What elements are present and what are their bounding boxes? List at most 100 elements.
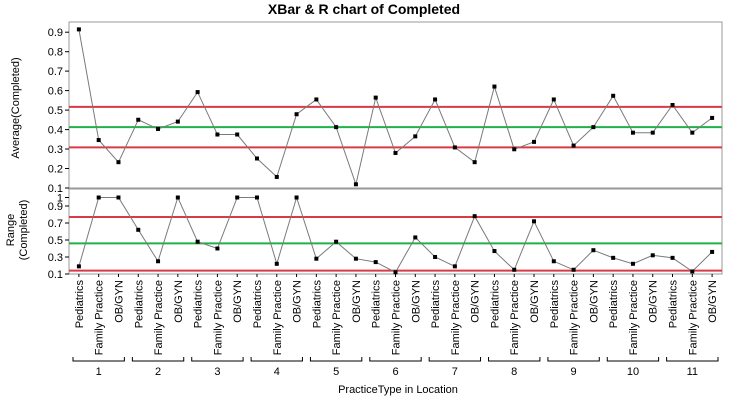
group-label: 2 <box>155 366 161 378</box>
x-category-label: Family Practice <box>331 280 343 355</box>
y-axis-title-xbar: Average(Completed) <box>10 57 22 158</box>
data-point-range <box>334 239 339 244</box>
data-point-xbar <box>195 90 200 95</box>
data-point-xbar <box>492 84 497 89</box>
panel-xbar: 0.1 0.2 0.3 0.4 0.5 0.6 0.7 0.8 0.9 <box>48 21 723 195</box>
group-label: 11 <box>687 366 698 378</box>
y-tick-label: 0.5 <box>48 105 63 117</box>
data-point-range <box>690 269 695 274</box>
y-tick-label: 0.6 <box>48 86 63 98</box>
x-category-label: OB/GYN <box>173 280 185 323</box>
panel-range: 0.1 0.3 0.5 0.7 0.91 <box>48 188 723 281</box>
x-category-label: Family Practice <box>569 280 581 355</box>
data-point-range <box>254 195 259 200</box>
chart-title: XBar & R chart of Completed <box>268 1 460 17</box>
data-point-xbar <box>690 130 695 135</box>
data-point-xbar <box>314 97 319 102</box>
x-category-label: Family Practice <box>94 280 106 355</box>
y-axis-title-range-line1: Range <box>5 214 17 246</box>
y-tick-label: 0.8 <box>48 47 63 59</box>
x-category-label: Pediatrics <box>311 280 323 329</box>
data-point-range <box>76 264 81 269</box>
data-point-range <box>611 255 616 260</box>
data-point-xbar <box>393 150 398 155</box>
x-category-label: Pediatrics <box>133 280 145 329</box>
data-point-range <box>472 214 477 219</box>
data-point-xbar <box>373 95 378 100</box>
data-point-range <box>96 195 101 200</box>
y-tick-label: 0.5 <box>48 235 63 247</box>
data-point-range <box>650 253 655 258</box>
data-point-xbar <box>670 103 675 107</box>
data-point-range <box>532 219 537 224</box>
group-bracket <box>369 357 422 362</box>
data-point-xbar <box>650 130 655 135</box>
x-category-label: OB/GYN <box>292 280 304 323</box>
group-bracket <box>606 357 660 362</box>
data-point-range <box>551 259 556 264</box>
data-point-range <box>215 246 220 251</box>
x-category-label: Family Practice <box>687 280 699 355</box>
data-point-range <box>591 248 596 253</box>
data-point-xbar <box>274 174 279 179</box>
data-point-range <box>452 264 457 269</box>
data-point-xbar <box>413 134 418 139</box>
y-tick-label: 0.9 <box>48 27 63 39</box>
x-category-label: Pediatrics <box>489 280 501 329</box>
group-bracket <box>666 357 719 362</box>
data-point-range <box>116 195 121 200</box>
data-point-xbar <box>334 125 339 130</box>
x-category-label: OB/GYN <box>588 280 600 323</box>
x-category-label: OB/GYN <box>470 280 482 323</box>
data-point-xbar <box>452 145 457 150</box>
x-category-label: Family Practice <box>628 280 640 355</box>
group-label: 7 <box>452 366 458 378</box>
data-point-xbar <box>551 97 556 102</box>
data-point-xbar <box>433 97 438 102</box>
group-bracket <box>428 357 482 362</box>
data-point-xbar <box>235 132 240 137</box>
data-point-range <box>156 259 161 264</box>
x-category-label: Family Practice <box>212 280 224 355</box>
data-point-range <box>353 256 358 261</box>
data-point-xbar <box>254 156 259 161</box>
x-category-label: OB/GYN <box>707 280 719 323</box>
data-point-range <box>393 270 398 275</box>
data-point-xbar <box>710 115 715 120</box>
group-bracket <box>309 357 363 362</box>
data-point-xbar <box>116 160 121 165</box>
data-point-xbar <box>472 160 477 165</box>
x-axis: Pediatrics Family Practice OB/GYN Pediatric… <box>72 274 719 378</box>
y-tick-label: 0.3 <box>48 144 63 156</box>
x-category-label: Family Practice <box>450 280 462 355</box>
data-point-xbar <box>175 119 180 124</box>
plot-area: 0.10.20.30.40.50.60.70.80.90.10.30.50.70… <box>48 21 723 378</box>
data-point-xbar <box>630 130 635 135</box>
y-tick-label: 0.7 <box>48 66 63 78</box>
data-point-range <box>274 261 279 266</box>
x-category-label: Pediatrics <box>193 280 205 329</box>
data-point-xbar <box>512 147 517 152</box>
group-label: 1 <box>96 366 102 378</box>
x-category-label: OB/GYN <box>410 280 422 323</box>
x-category-label: Pediatrics <box>252 280 264 329</box>
data-point-range <box>433 255 438 259</box>
data-point-xbar <box>156 126 161 131</box>
group-bracket <box>191 357 244 362</box>
group-label: 5 <box>333 366 339 378</box>
y-tick-label: 0.9 <box>48 201 63 213</box>
group-label: 8 <box>511 366 517 378</box>
data-point-range <box>710 249 715 254</box>
y-tick-label: 0.2 <box>48 164 63 176</box>
x-category-label: OB/GYN <box>351 280 363 323</box>
group-bracket <box>72 357 125 362</box>
data-point-range <box>512 267 517 272</box>
group-label: 6 <box>392 366 398 378</box>
data-point-range <box>136 227 141 232</box>
group-bracket <box>547 357 600 362</box>
y-axis-title-range-line2: (Completed) <box>18 200 30 261</box>
data-point-xbar <box>591 125 596 130</box>
group-bracket <box>131 357 185 362</box>
panel-frame-xbar <box>68 21 723 189</box>
group-label: 4 <box>274 366 280 378</box>
